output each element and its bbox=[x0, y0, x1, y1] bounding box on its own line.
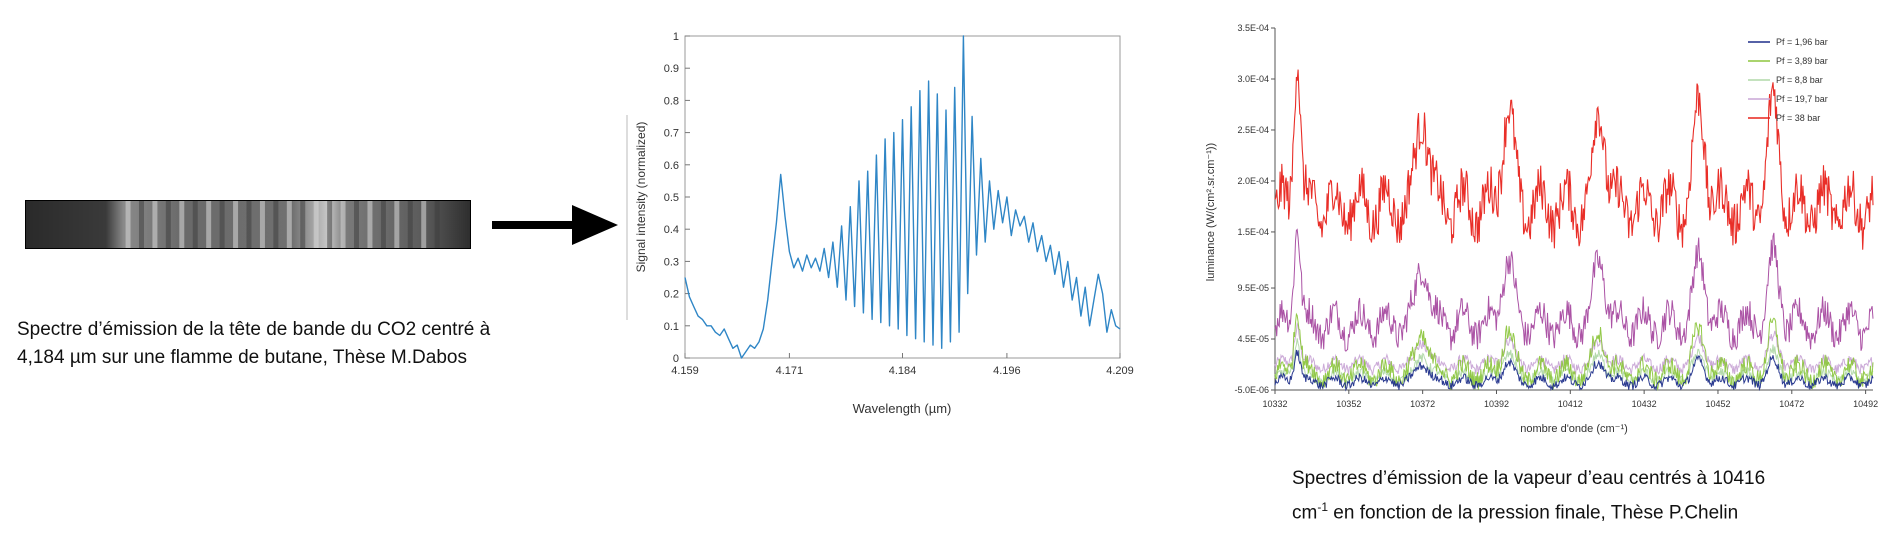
water-vapor-spectra-chart: -5.0E-06 4.5E-05 9.5E-05 1.5E-04 2.0E-04 2.5E… bbox=[1205, 23, 1878, 435]
chart2-series-line bbox=[1274, 312, 1874, 391]
chart1-x-tick-label: 4.196 bbox=[993, 365, 1021, 377]
caption-right-rest: en fonction de la pression finale, Thèse… bbox=[1328, 502, 1739, 524]
chart1-y-axis-label: Signal intensity (normalized) bbox=[634, 122, 648, 273]
legend-label: Pf = 38 bar bbox=[1776, 113, 1820, 123]
chart2-y-tick-label: 4.5E-05 bbox=[1237, 334, 1269, 344]
chart2-series-line bbox=[1274, 228, 1874, 352]
strip-band bbox=[354, 201, 359, 248]
strip-band bbox=[407, 201, 413, 248]
strip-band bbox=[273, 201, 279, 248]
chart2-x-tick-label: 10352 bbox=[1336, 399, 1361, 409]
chart1-x-axis-label: Wavelength (µm) bbox=[853, 401, 952, 416]
chart2-x-tick-label: 10452 bbox=[1705, 399, 1730, 409]
legend-label: Pf = 1,96 bar bbox=[1776, 37, 1828, 47]
chart1-y-tick-label: 0.7 bbox=[664, 128, 679, 140]
chart2-y-tick-label: 3.5E-04 bbox=[1237, 23, 1269, 33]
strip-band bbox=[233, 201, 239, 248]
chart2-x-tick-label: 10332 bbox=[1262, 399, 1287, 409]
chart2-series-line bbox=[1274, 322, 1874, 376]
chart1-y-tick-label: 0 bbox=[673, 353, 679, 365]
chart2-y-tick-label: 2.5E-04 bbox=[1237, 125, 1269, 135]
caption-left-line1: Spectre d’émission de la tête de bande d… bbox=[17, 319, 491, 340]
strip-band bbox=[192, 201, 198, 248]
legend-label: Pf = 3,89 bar bbox=[1776, 56, 1828, 66]
chart2-x-tick-label: 10472 bbox=[1779, 399, 1804, 409]
strip-band bbox=[367, 201, 373, 248]
strip-band bbox=[434, 201, 440, 248]
chart2-series-line bbox=[1274, 349, 1874, 392]
chart2-y-axis-label: luminance (W/(cm².sr.cm⁻¹)) bbox=[1205, 143, 1217, 281]
co2-spectrum-chart: 0 0.1 0.2 0.3 0.4 0.5 0.6 0.7 0.8 0.9 1 4.159 4.171… bbox=[626, 31, 1134, 416]
strip-band bbox=[179, 201, 185, 248]
chart1-y-tick-label: 0.5 bbox=[664, 192, 679, 204]
caption-right-unit: cm bbox=[1292, 502, 1318, 524]
right-arrow-icon bbox=[492, 205, 618, 245]
strip-band bbox=[380, 201, 386, 248]
chart1-x-tick-label: 4.184 bbox=[889, 365, 917, 377]
chart2-x-tick-label: 10412 bbox=[1558, 399, 1583, 409]
chart2-x-tick-label: 10432 bbox=[1632, 399, 1657, 409]
legend-label: Pf = 19,7 bar bbox=[1776, 94, 1828, 104]
chart1-y-tick-label: 0.2 bbox=[664, 289, 679, 301]
chart2-x-tick-label: 10372 bbox=[1410, 399, 1435, 409]
strip-band bbox=[259, 201, 265, 248]
chart2-legend: Pf = 1,96 bar Pf = 3,89 bar Pf = 8,8 bar Pf… bbox=[1748, 37, 1828, 123]
strip-band bbox=[165, 201, 171, 248]
legend-label: Pf = 8,8 bar bbox=[1776, 75, 1823, 85]
chart1-y-tick-label: 0.1 bbox=[664, 321, 679, 333]
chart1-x-tick-label: 4.171 bbox=[776, 365, 804, 377]
chart2-y-tick-label: 1.5E-04 bbox=[1237, 227, 1269, 237]
caption-water-vapor-spectra: Spectres d’émission de la vapeur d’eau c… bbox=[1292, 465, 1872, 527]
strip-band bbox=[394, 201, 400, 248]
caption-right-line2: cm-1 en fonction de la pression finale, … bbox=[1292, 493, 1872, 527]
chart2-y-tick-label: -5.0E-06 bbox=[1234, 385, 1269, 395]
chart1-y-tick-label: 0.3 bbox=[664, 256, 679, 268]
strip-band bbox=[152, 201, 158, 248]
chart1-x-tick-label: 4.159 bbox=[671, 365, 699, 377]
chart1-y-tick-label: 1 bbox=[673, 31, 679, 43]
caption-right-sup: -1 bbox=[1317, 500, 1328, 514]
spectrum-camera-image bbox=[25, 200, 471, 249]
strip-band bbox=[125, 201, 131, 248]
caption-co2-spectrum: Spectre d’émission de la tête de bande d… bbox=[17, 316, 607, 372]
strip-band bbox=[340, 201, 346, 248]
chart2-x-tick-label: 10492 bbox=[1853, 399, 1878, 409]
chart1-plot-frame bbox=[684, 35, 1121, 359]
strip-band bbox=[206, 201, 212, 248]
strip-band bbox=[219, 201, 225, 248]
chart2-x-axis-label: nombre d'onde (cm⁻¹) bbox=[1520, 423, 1628, 435]
chart2-x-tick-label: 10392 bbox=[1484, 399, 1509, 409]
chart1-y-tick-label: 0.4 bbox=[664, 224, 679, 236]
strip-band bbox=[421, 201, 427, 248]
chart2-y-tick-label: 9.5E-05 bbox=[1237, 283, 1269, 293]
chart1-y-tick-label: 0.8 bbox=[664, 95, 679, 107]
caption-right-line1: Spectres d’émission de la vapeur d’eau c… bbox=[1292, 468, 1766, 489]
strip-band bbox=[138, 201, 144, 248]
chart1-x-tick-label: 4.209 bbox=[1106, 365, 1134, 377]
strip-band bbox=[313, 201, 319, 248]
chart1-series-line bbox=[684, 35, 1121, 359]
strip-band bbox=[327, 201, 333, 248]
chart2-series-line bbox=[1274, 69, 1874, 250]
chart1-y-tick-label: 0.6 bbox=[664, 160, 679, 172]
strip-band bbox=[286, 201, 292, 248]
chart2-y-tick-label: 2.0E-04 bbox=[1237, 176, 1269, 186]
chart2-series-line bbox=[1274, 338, 1874, 387]
chart1-y-tick-label: 0.9 bbox=[664, 63, 679, 75]
chart2-y-tick-label: 3.0E-04 bbox=[1237, 74, 1269, 84]
strip-band bbox=[246, 201, 252, 248]
caption-left-line2: 4,184 µm sur une flamme de butane, Thèse… bbox=[17, 347, 467, 368]
strip-band bbox=[300, 201, 306, 248]
